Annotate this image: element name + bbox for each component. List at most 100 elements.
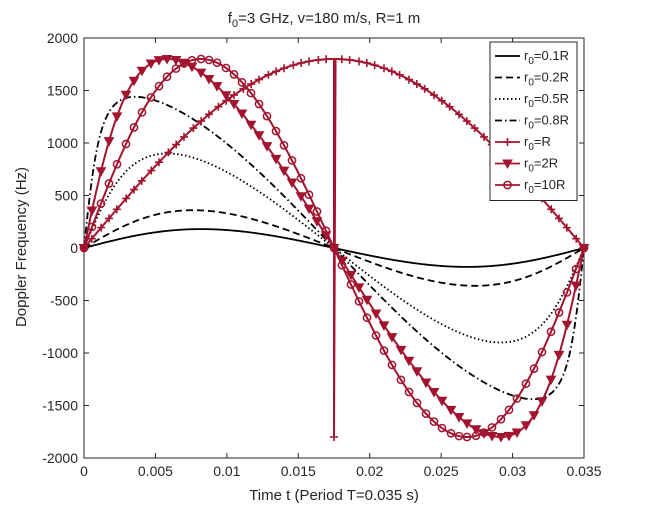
triangle-marker	[145, 59, 157, 70]
triangle-marker	[211, 82, 223, 92]
legend: r0=0.1R r0=0.2R r0=0.5R r0=0.8R r0=R r0=2R r0=…	[489, 41, 578, 201]
circle-marker	[512, 394, 522, 403]
triangle-marker	[378, 321, 390, 331]
legend-entry: r0=0.2R	[495, 70, 569, 89]
circle-marker	[246, 88, 256, 98]
triangle-marker	[470, 425, 482, 435]
triangle-marker	[128, 76, 140, 87]
triangle-marker	[511, 428, 523, 439]
plus-marker	[180, 132, 188, 141]
plus-marker	[264, 70, 273, 79]
circle-marker	[454, 431, 464, 441]
triangle-marker	[411, 367, 423, 377]
y-tick-labels: -2000 -1500 -1000 -500 0 500 1000 1500 2000	[42, 30, 78, 466]
triangle-marker	[461, 419, 473, 429]
legend-label: r0=10R	[524, 177, 565, 196]
circle-marker	[503, 180, 512, 190]
plus-marker	[112, 205, 121, 214]
triangle-marker	[453, 413, 465, 423]
series-r0-0-2r	[83, 209, 585, 287]
y-tick-label: -1000	[42, 345, 78, 361]
triangle-marker	[361, 295, 373, 306]
x-tick-label: 0.01	[213, 463, 240, 479]
legend-label: r0=0.2R	[524, 70, 569, 89]
triangle-marker	[311, 217, 323, 227]
plus-marker	[547, 205, 556, 214]
circle-marker	[79, 243, 89, 253]
plus-marker	[470, 124, 479, 133]
circle-marker	[537, 347, 547, 357]
circle-marker	[496, 414, 506, 424]
x-tick-label: 0.005	[138, 463, 173, 479]
circle-marker	[362, 313, 372, 323]
y-tick-label: -1500	[42, 398, 78, 414]
series-line	[83, 57, 585, 439]
x-tick-label: 0	[80, 463, 88, 479]
triangle-marker	[286, 178, 298, 189]
triangle-marker	[570, 281, 582, 292]
circle-marker	[562, 288, 572, 297]
series-markers	[78, 55, 590, 443]
plus-marker	[205, 110, 213, 119]
plus-marker	[272, 67, 281, 76]
circle-marker	[487, 423, 497, 432]
y-tick-label: 500	[55, 188, 79, 204]
triangle-marker	[502, 159, 513, 170]
circle-marker	[412, 398, 422, 408]
plus-marker	[420, 84, 429, 93]
triangle-marker	[561, 320, 573, 331]
legend-entry: r0=0.1R	[495, 48, 569, 67]
plus-marker	[172, 140, 181, 149]
axis-ticks	[83, 37, 585, 459]
plus-marker	[330, 433, 338, 441]
x-tick-label: 0.03	[499, 463, 526, 479]
plus-marker	[395, 70, 404, 79]
triangle-marker	[428, 387, 440, 398]
plus-marker	[280, 64, 288, 73]
series-markers	[79, 54, 589, 442]
x-tick-labels: 0 0.005 0.01 0.015 0.02 0.025 0.03 0.035	[80, 463, 602, 479]
triangle-marker	[536, 397, 548, 407]
triangle-marker	[303, 204, 315, 215]
circle-marker	[304, 190, 314, 200]
circle-marker	[471, 431, 481, 441]
y-axis-label: Doppler Frequency (Hz)	[13, 167, 30, 327]
title-prefix: f	[228, 10, 233, 27]
plus-marker	[437, 96, 446, 105]
legend-label: r0=2R	[524, 156, 558, 175]
triangle-marker	[195, 68, 207, 79]
y-tick-label: 1500	[47, 83, 78, 99]
plus-marker	[412, 80, 421, 89]
triangle-marker	[495, 433, 507, 443]
triangle-marker	[220, 91, 232, 101]
circle-marker	[404, 387, 414, 397]
plus-marker	[322, 55, 331, 64]
circle-marker	[379, 346, 389, 355]
circle-marker	[462, 432, 472, 442]
circle-marker	[137, 107, 147, 117]
plus-marker	[370, 61, 379, 70]
plus-marker	[462, 117, 471, 126]
plus-marker	[189, 124, 198, 133]
plus-marker	[164, 148, 173, 157]
circle-marker	[354, 296, 364, 306]
circle-marker	[179, 59, 189, 68]
plus-marker	[380, 64, 388, 73]
legend-box	[489, 41, 578, 201]
plus-marker	[105, 214, 113, 223]
plus-marker	[230, 91, 238, 100]
plus-marker	[555, 214, 563, 223]
series-r0-2r	[78, 55, 590, 443]
circle-marker	[396, 375, 406, 385]
circle-marker	[104, 179, 114, 188]
triangle-marker	[103, 137, 115, 147]
legend-entry: r0=0.8R	[495, 113, 569, 132]
triangle-marker	[295, 192, 307, 202]
title-subscript: 0	[232, 18, 238, 30]
x-tick-label: 0.035	[566, 463, 601, 479]
triangle-marker	[253, 131, 265, 141]
legend-entry: r0=2R	[495, 156, 558, 175]
plus-marker	[345, 55, 354, 64]
circle-marker	[196, 54, 206, 64]
triangle-marker	[420, 378, 432, 389]
